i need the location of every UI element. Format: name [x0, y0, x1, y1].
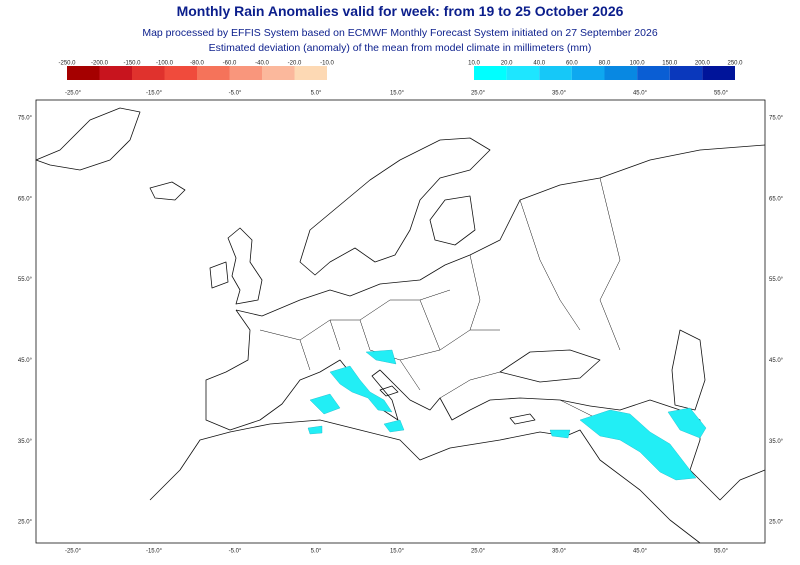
- legend-label: -80.0: [190, 61, 204, 67]
- legend-label: 200.0: [695, 61, 711, 67]
- legend-swatch: [229, 66, 262, 80]
- legend-swatch: [604, 66, 638, 80]
- legend-label: 20.0: [501, 61, 513, 67]
- legend-swatch: [637, 66, 670, 80]
- lon-label: 45.0°: [633, 549, 648, 555]
- lat-label: 75.0°: [769, 116, 784, 122]
- legend-swatch: [262, 66, 295, 80]
- lat-label: 65.0°: [769, 196, 784, 202]
- lat-label: 35.0°: [18, 439, 33, 445]
- legend-label: -250.0: [58, 61, 76, 67]
- legend-label: 80.0: [599, 61, 611, 67]
- lat-label: 55.0°: [18, 277, 33, 283]
- legend-label: 250.0: [727, 61, 743, 67]
- lon-label: 35.0°: [552, 549, 567, 555]
- legend-label: -10.0: [320, 61, 334, 67]
- lon-label: -25.0°: [65, 549, 82, 555]
- lon-label: 25.0°: [471, 91, 486, 97]
- lon-label: 35.0°: [552, 91, 567, 97]
- legend-swatch: [474, 66, 507, 80]
- lon-label: -5.0°: [229, 91, 242, 97]
- lat-label: 35.0°: [769, 439, 784, 445]
- lat-label: 45.0°: [769, 358, 784, 364]
- map-frame: [35, 99, 766, 544]
- legend-swatch: [506, 66, 540, 80]
- rain-anomalies: [307, 349, 707, 481]
- subtitle: Map processed by EFFIS System based on E…: [142, 27, 657, 39]
- legend-swatch: [164, 66, 197, 80]
- legend-swatch: [539, 66, 572, 80]
- legend-swatch: [67, 66, 100, 80]
- legend-label: -20.0: [288, 61, 302, 67]
- legend-swatch: [702, 66, 735, 80]
- lat-label: 25.0°: [18, 520, 33, 526]
- lon-label: 55.0°: [714, 549, 729, 555]
- lon-label: -5.0°: [229, 549, 242, 555]
- title: Monthly Rain Anomalies valid for week: f…: [177, 3, 624, 19]
- legend-label: -100.0: [156, 61, 174, 67]
- legend-label: -200.0: [91, 61, 109, 67]
- lon-label: -15.0°: [146, 91, 163, 97]
- lon-label: -25.0°: [65, 91, 82, 97]
- legend-swatch: [294, 66, 327, 80]
- legend-label: -150.0: [123, 61, 141, 67]
- legend-label: 10.0: [468, 61, 480, 67]
- lat-label: 45.0°: [18, 358, 33, 364]
- lat-label: 75.0°: [18, 116, 33, 122]
- legend-label: 100.0: [630, 61, 646, 67]
- lon-label: 45.0°: [633, 91, 648, 97]
- legend: -250.0 -200.0 -150.0 -100.0 -80.0 -60.0 -40.0 -…: [58, 61, 743, 80]
- legend-label: 40.0: [533, 61, 545, 67]
- lon-label: 5.0°: [311, 91, 322, 97]
- lon-label: 5.0°: [311, 549, 322, 555]
- legend-swatch: [669, 66, 703, 80]
- lon-label: 15.0°: [390, 549, 405, 555]
- legend-swatch: [99, 66, 132, 80]
- legend-swatch: [197, 66, 230, 80]
- legend-label: -40.0: [255, 61, 269, 67]
- description: Estimated deviation (anomaly) of the mea…: [209, 42, 592, 54]
- lat-label: 25.0°: [769, 520, 784, 526]
- lon-label: 55.0°: [714, 91, 729, 97]
- legend-label: 150.0: [662, 61, 678, 67]
- graticule-labels: -25.0° -25.0° -15.0° -15.0° -5.0° -5.0° 5.0° 5.…: [18, 91, 784, 555]
- coastlines: [35, 107, 766, 544]
- lat-label: 65.0°: [18, 196, 33, 202]
- legend-swatch: [132, 66, 165, 80]
- lon-label: 15.0°: [390, 91, 405, 97]
- legend-label: -60.0: [223, 61, 237, 67]
- legend-swatch: [571, 66, 605, 80]
- lat-label: 55.0°: [769, 277, 784, 283]
- lon-label: -15.0°: [146, 549, 163, 555]
- lon-label: 25.0°: [471, 549, 486, 555]
- legend-label: 60.0: [566, 61, 578, 67]
